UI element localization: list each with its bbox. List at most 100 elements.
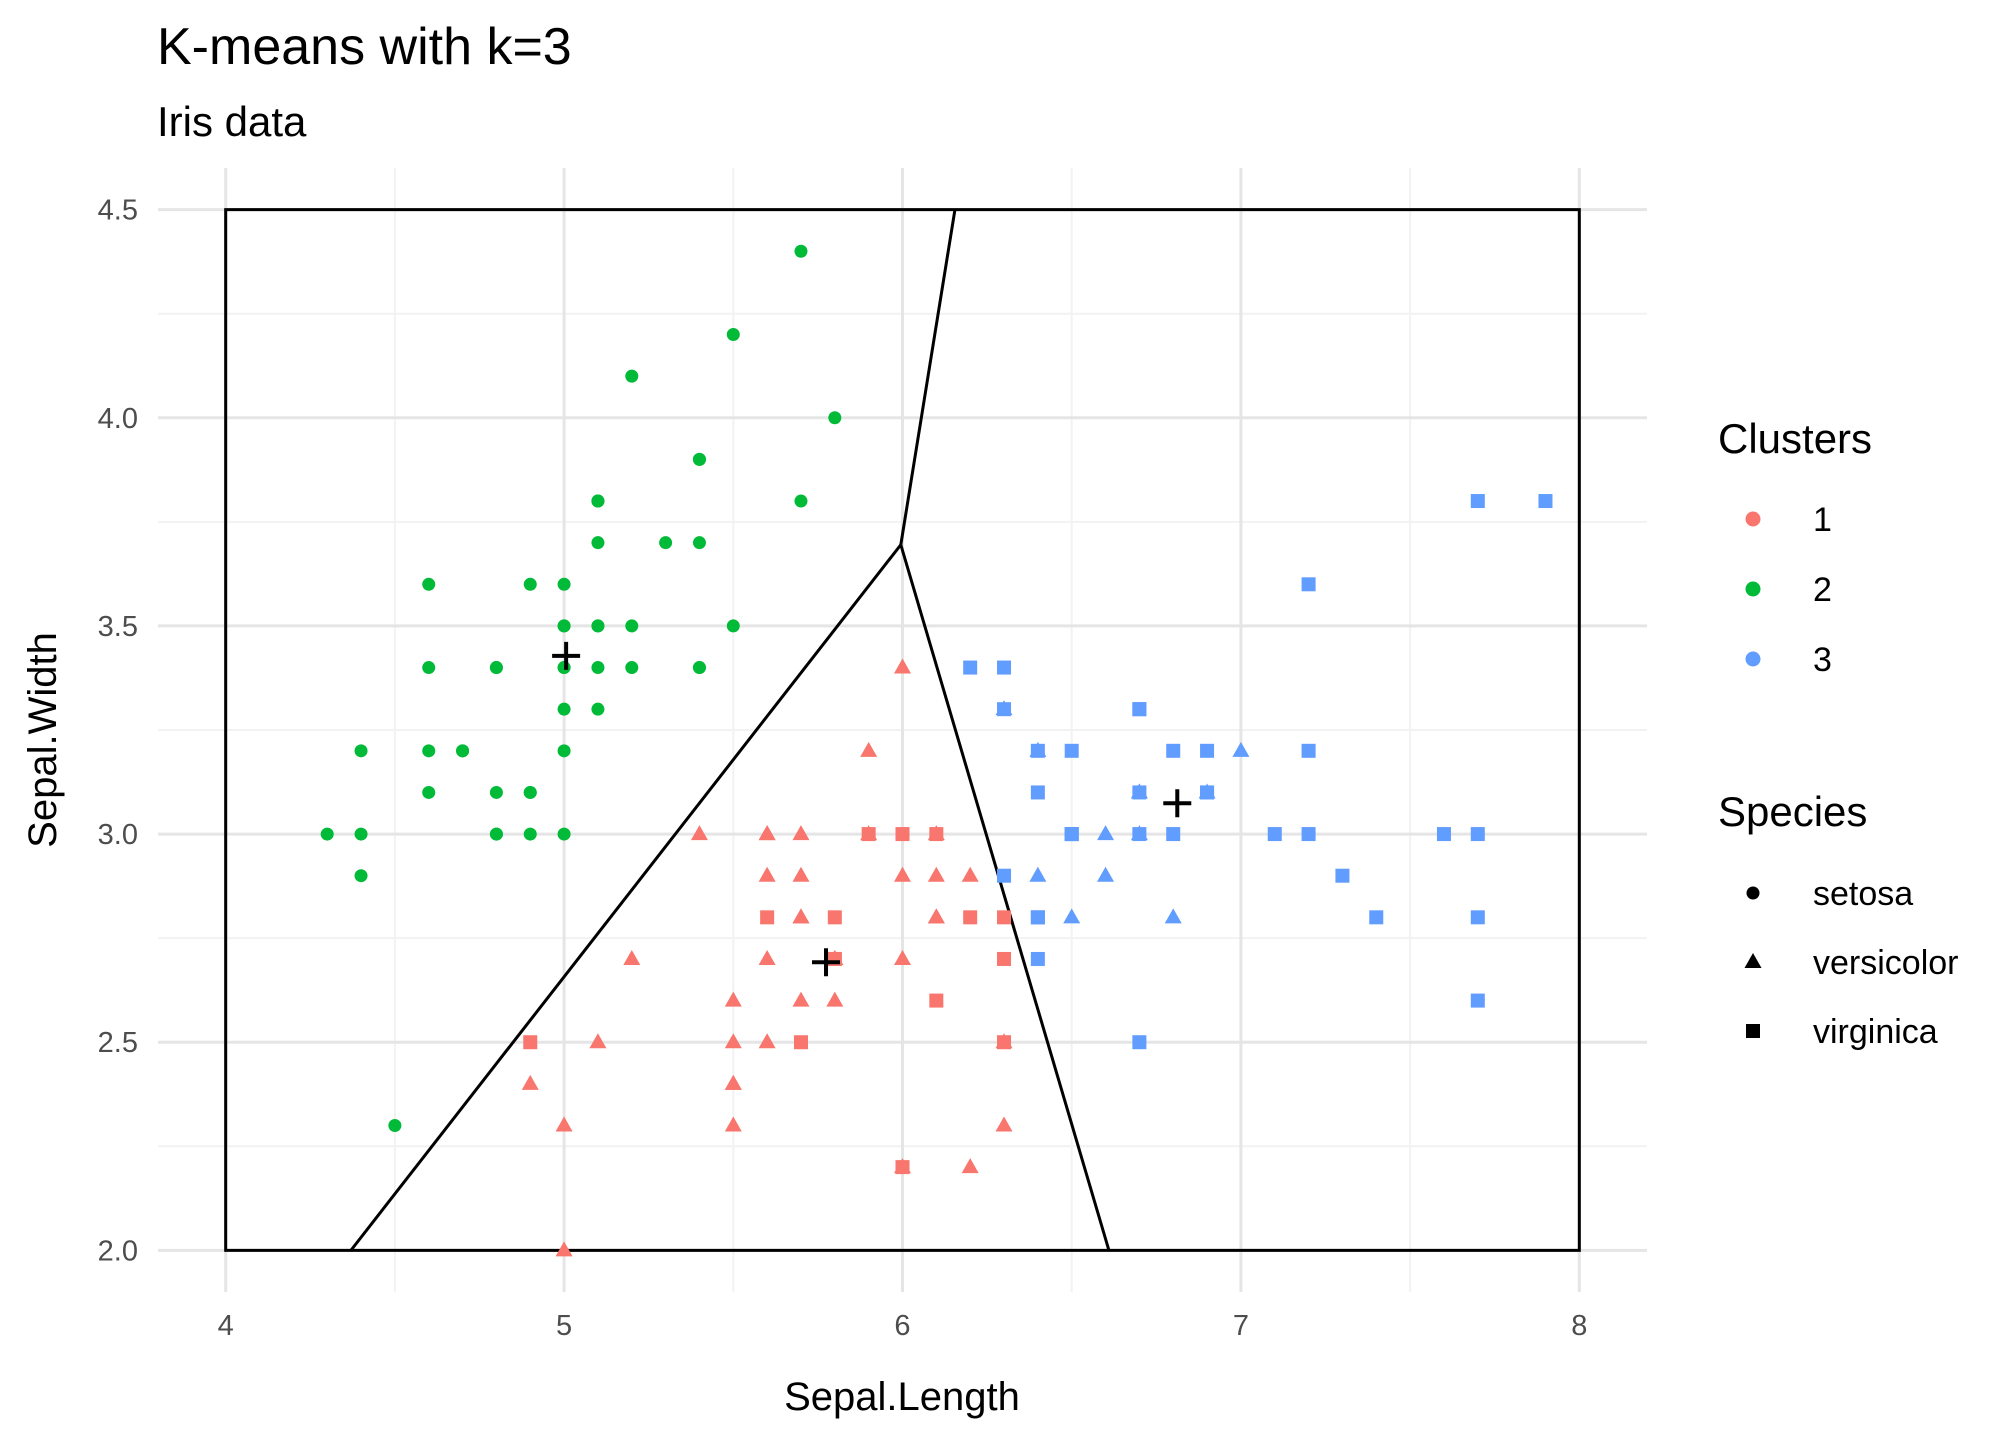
point-setosa	[692, 536, 706, 550]
x-tick-label: 8	[1571, 1310, 1587, 1342]
point-setosa	[557, 619, 571, 633]
chart-title: K-means with k=3	[157, 18, 572, 76]
legend-species-key	[1746, 1024, 1760, 1038]
legend-species-label: virginica	[1813, 1013, 1938, 1051]
point-versicolor	[1029, 866, 1047, 882]
center-plus-icon	[552, 641, 581, 670]
point-virginica	[1166, 827, 1181, 842]
point-versicolor	[961, 1158, 979, 1174]
point-versicolor	[555, 1241, 573, 1257]
point-virginica	[1132, 785, 1147, 800]
point-virginica	[760, 910, 775, 925]
legend-cluster-label: 1	[1813, 501, 1832, 539]
point-versicolor	[555, 1116, 573, 1132]
point-virginica	[997, 702, 1012, 717]
point-setosa	[422, 744, 436, 758]
legend-cluster-label: 3	[1813, 641, 1832, 679]
point-virginica	[929, 827, 944, 842]
x-tick-label: 7	[1233, 1310, 1249, 1342]
chart-subtitle: Iris data	[157, 98, 307, 145]
point-versicolor	[1063, 908, 1081, 924]
y-tick-label: 4.0	[98, 403, 138, 435]
point-setosa	[422, 577, 436, 591]
point-versicolor	[521, 1074, 539, 1090]
cluster-centers	[552, 641, 1192, 977]
point-setosa	[489, 785, 503, 799]
point-setosa	[591, 702, 605, 716]
point-setosa	[591, 619, 605, 633]
point-virginica	[827, 910, 842, 925]
legend-species-key	[1744, 953, 1762, 968]
point-versicolor	[792, 991, 810, 1007]
point-setosa	[422, 661, 436, 675]
point-virginica	[1030, 785, 1045, 800]
y-tick-label: 2.0	[98, 1235, 138, 1267]
point-versicolor	[860, 741, 878, 757]
legend-clusters-title: Clusters	[1718, 415, 1872, 462]
y-tick-label: 3.0	[98, 819, 138, 851]
voronoi-segment	[899, 209, 957, 545]
point-setosa	[422, 785, 436, 799]
point-virginica	[963, 660, 978, 675]
y-tick-label: 3.5	[98, 611, 138, 643]
point-setosa	[726, 619, 740, 633]
point-setosa	[591, 661, 605, 675]
voronoi-segment	[349, 543, 902, 1252]
x-tick-label: 6	[894, 1310, 910, 1342]
point-versicolor	[792, 825, 810, 841]
point-virginica	[1470, 910, 1485, 925]
point-virginica	[997, 910, 1012, 925]
x-tick-label: 5	[556, 1310, 572, 1342]
point-versicolor	[623, 949, 641, 965]
point-virginica	[1132, 827, 1147, 842]
data-points	[320, 244, 1553, 1257]
y-tick-label: 4.5	[98, 195, 138, 227]
point-virginica	[1030, 743, 1045, 758]
point-setosa	[557, 661, 571, 675]
point-versicolor	[724, 1116, 742, 1132]
point-versicolor	[724, 1033, 742, 1049]
point-virginica	[1200, 785, 1215, 800]
point-virginica	[997, 1035, 1012, 1050]
legend: Clusters Species 1 2 3 setosa versicolor virg…	[1718, 415, 1958, 1051]
point-virginica	[1301, 743, 1316, 758]
point-virginica	[1064, 827, 1079, 842]
point-virginica	[1301, 827, 1316, 842]
point-versicolor	[758, 949, 776, 965]
point-versicolor	[826, 991, 844, 1007]
point-versicolor	[758, 1033, 776, 1049]
point-setosa	[794, 244, 808, 258]
point-versicolor	[758, 825, 776, 841]
point-virginica	[793, 1035, 808, 1050]
point-virginica	[929, 993, 944, 1008]
point-setosa	[794, 494, 808, 508]
point-virginica	[523, 1035, 538, 1050]
point-setosa	[692, 452, 706, 466]
point-versicolor	[792, 908, 810, 924]
y-tick-label: 2.5	[98, 1027, 138, 1059]
point-versicolor	[724, 1074, 742, 1090]
point-setosa	[625, 619, 639, 633]
point-setosa	[591, 536, 605, 550]
point-virginica	[1301, 577, 1316, 592]
point-virginica	[1335, 868, 1350, 883]
point-setosa	[557, 577, 571, 591]
point-versicolor	[690, 825, 708, 841]
axes: 4 5 6 7 8 2.0 2.5 3.0 3.5 4.0 4.5	[98, 195, 1588, 1342]
legend-cluster-key	[1745, 651, 1761, 667]
point-setosa	[523, 577, 537, 591]
point-virginica	[1030, 951, 1045, 966]
voronoi-segment	[899, 544, 1111, 1251]
point-setosa	[354, 744, 368, 758]
point-setosa	[625, 661, 639, 675]
y-axis-title: Sepal.Width	[21, 632, 65, 848]
point-setosa	[489, 661, 503, 675]
point-virginica	[1166, 743, 1181, 758]
point-virginica	[997, 868, 1012, 883]
point-versicolor	[995, 1116, 1013, 1132]
x-tick-label: 4	[218, 1310, 234, 1342]
legend-cluster-label: 2	[1813, 571, 1832, 609]
point-virginica	[861, 827, 876, 842]
point-setosa	[557, 827, 571, 841]
center-plus-icon	[812, 948, 841, 977]
